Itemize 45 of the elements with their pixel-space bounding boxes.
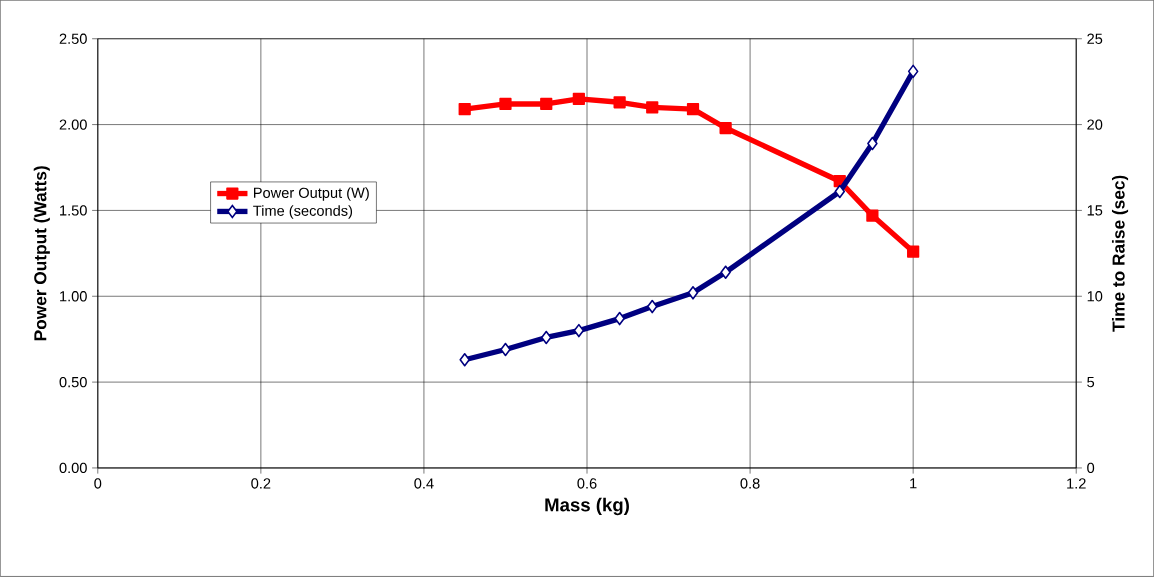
- x-tick-label: 0.8: [740, 478, 760, 489]
- y-tick-label: 1.50: [60, 205, 87, 216]
- y-tick-label: 0.50: [59, 377, 87, 388]
- x-tick-label: 0.4: [414, 478, 434, 489]
- point: [867, 136, 878, 151]
- point: [499, 98, 512, 111]
- point: [500, 342, 511, 357]
- x-axis-title: Mass (kg): [545, 497, 629, 516]
- y2-tick-label: 20: [1087, 119, 1103, 130]
- x-tick-label: 1.2: [1067, 478, 1086, 489]
- point: [573, 323, 585, 338]
- point: [907, 245, 920, 258]
- y2-tick-label: 10: [1087, 291, 1103, 302]
- point: [646, 101, 659, 114]
- point: [540, 98, 553, 111]
- y-tick-label: 2.00: [59, 119, 87, 130]
- x-tick-label: 1: [910, 478, 917, 489]
- y2-tick-label: 5: [1087, 377, 1095, 388]
- y-tick-label: 0.00: [59, 462, 87, 474]
- y2-tick-label: 0: [1087, 462, 1095, 474]
- x-tick-label: 0.6: [577, 478, 597, 489]
- legend-label: Time (seconds): [253, 205, 353, 219]
- y2-axis-title: Time to Raise (sec): [1111, 175, 1129, 332]
- point: [646, 299, 658, 314]
- point: [720, 265, 731, 280]
- y2-tick-label: 15: [1087, 205, 1103, 216]
- point: [613, 96, 626, 109]
- y-axis-title: Power Output (Watts): [33, 166, 50, 341]
- point: [866, 209, 879, 222]
- point: [907, 64, 919, 79]
- point: [687, 286, 699, 300]
- point: [540, 330, 552, 345]
- y-tick-label: 1.00: [60, 291, 87, 302]
- x-tick-label: 0: [94, 478, 102, 489]
- legend-label: Power Output (W): [254, 187, 369, 201]
- point: [458, 103, 471, 116]
- y-tick-label: 2.50: [59, 33, 87, 45]
- point: [719, 122, 732, 135]
- point: [614, 311, 625, 326]
- point: [834, 184, 846, 199]
- point: [572, 92, 585, 106]
- y2-tick-label: 25: [1087, 33, 1103, 45]
- point: [686, 103, 700, 116]
- x-tick-label: 0.2: [251, 478, 271, 489]
- point: [459, 353, 470, 367]
